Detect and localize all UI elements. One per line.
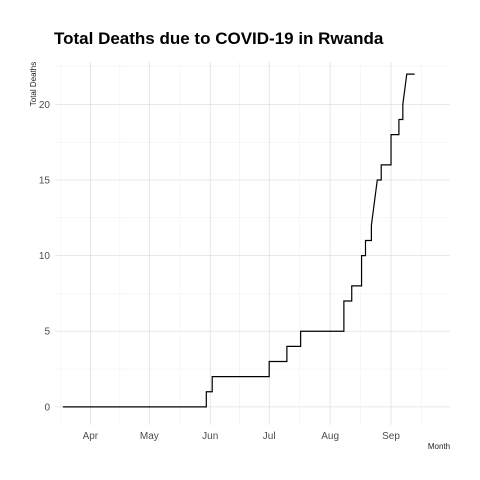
y-tick-label: 0 — [44, 402, 50, 413]
y-tick-label: 15 — [39, 175, 51, 186]
y-tick-label: 20 — [39, 100, 51, 111]
series-line — [63, 74, 415, 407]
x-axis-label: Month — [428, 442, 450, 451]
y-tick-label: 5 — [44, 327, 50, 338]
chart-title: Total Deaths due to COVID-19 in Rwanda — [54, 29, 384, 48]
x-tick-label: Aug — [321, 431, 339, 442]
y-tick-label: 10 — [39, 251, 51, 262]
x-tick-label: Jul — [263, 431, 276, 442]
x-axis-ticks: Apr May Jun Jul Aug Sep — [83, 431, 401, 442]
x-tick-label: Jun — [202, 431, 218, 442]
x-tick-label: Sep — [382, 431, 400, 442]
y-axis-ticks: 0 5 10 15 20 — [39, 100, 51, 414]
x-tick-label: May — [140, 431, 159, 442]
series-layer — [63, 74, 415, 407]
y-axis-label: Total Deaths — [29, 62, 38, 106]
x-tick-label: Apr — [83, 431, 99, 442]
grid — [55, 62, 450, 425]
